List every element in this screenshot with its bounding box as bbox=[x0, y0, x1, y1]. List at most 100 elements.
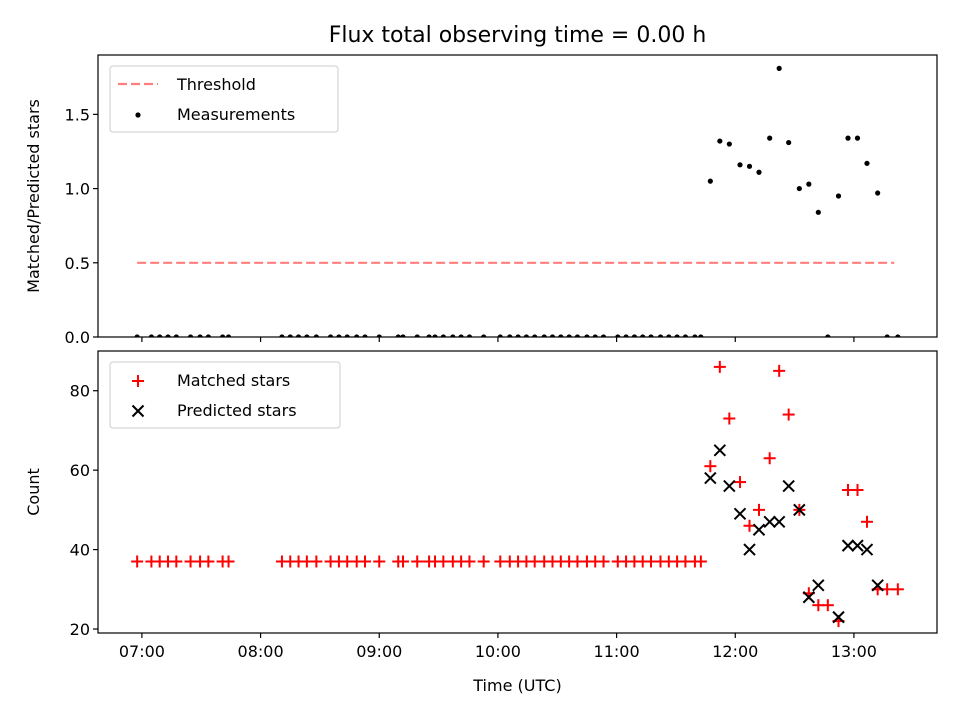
data-point bbox=[507, 334, 513, 337]
data-point bbox=[796, 185, 802, 192]
data-point-b bbox=[802, 591, 816, 604]
data-point bbox=[640, 334, 646, 337]
data-point bbox=[802, 591, 816, 604]
data-point bbox=[197, 334, 203, 337]
data-point bbox=[682, 334, 689, 337]
data-point bbox=[825, 334, 831, 337]
data-point-b bbox=[860, 543, 874, 556]
data-point bbox=[772, 515, 786, 528]
data-point bbox=[851, 484, 864, 497]
data-point bbox=[845, 135, 851, 141]
data-point bbox=[756, 169, 762, 175]
data-point bbox=[310, 555, 323, 568]
legend: Matched stars Predicted stars bbox=[109, 361, 341, 429]
data-point bbox=[694, 555, 707, 568]
data-point bbox=[466, 334, 473, 337]
data-point bbox=[752, 503, 765, 516]
data-point bbox=[891, 583, 904, 596]
data-point bbox=[362, 334, 368, 337]
data-point bbox=[733, 507, 747, 521]
data-point bbox=[279, 334, 285, 337]
data-point-b bbox=[752, 523, 766, 536]
data-point bbox=[220, 334, 226, 337]
legend-label-threshold: Threshold bbox=[176, 75, 256, 94]
x-tick-label: 07:00 bbox=[119, 642, 165, 661]
panel-2: 20 40 60 80 07:00 08:00 09:00 10:00 11:00 12:00 13… bbox=[24, 350, 938, 695]
data-point-b bbox=[772, 515, 786, 528]
data-point bbox=[815, 209, 821, 215]
data-point bbox=[692, 334, 698, 337]
y-tick-label: 1.5 bbox=[65, 105, 90, 124]
data-point bbox=[515, 334, 521, 337]
y-tick-label: 40 bbox=[70, 541, 90, 560]
axes-frame bbox=[97, 350, 938, 634]
data-point bbox=[763, 452, 776, 465]
data-point bbox=[776, 65, 782, 71]
data-point bbox=[131, 555, 144, 568]
data-point bbox=[187, 334, 194, 337]
data-point bbox=[806, 181, 812, 187]
data-point bbox=[726, 141, 732, 147]
x-tick-label: 13:00 bbox=[831, 642, 877, 661]
chart-title: Flux total observing time = 0.00 h bbox=[329, 23, 707, 48]
data-point bbox=[458, 334, 464, 337]
data-point bbox=[743, 543, 756, 556]
data-point-b bbox=[871, 579, 884, 592]
data-point bbox=[165, 334, 171, 337]
data-point bbox=[786, 139, 792, 146]
data-point bbox=[157, 334, 163, 337]
legend-label-measurements: Measurements bbox=[177, 105, 295, 124]
data-point bbox=[773, 364, 786, 377]
legend-label-matched-stars: Matched stars bbox=[177, 371, 290, 390]
data-point bbox=[134, 334, 140, 337]
data-point bbox=[835, 193, 842, 199]
data-point bbox=[763, 515, 776, 528]
data-point bbox=[400, 334, 406, 337]
data-point bbox=[574, 334, 581, 337]
data-point bbox=[841, 539, 855, 552]
legend-label-predicted-stars: Predicted stars bbox=[177, 401, 297, 420]
data-point bbox=[170, 555, 183, 568]
data-point bbox=[875, 190, 881, 196]
data-point-b bbox=[812, 579, 825, 592]
data-layer bbox=[134, 65, 901, 337]
legend-swatch-predicted-stars-b bbox=[131, 404, 145, 418]
x-axis-label: Time (UTC) bbox=[472, 676, 561, 695]
data-point bbox=[432, 334, 438, 337]
y-tick-label: 0.0 bbox=[65, 328, 90, 347]
data-point bbox=[295, 334, 302, 337]
series-matched-stars bbox=[131, 360, 904, 628]
y-tick-label: 0.5 bbox=[65, 254, 90, 273]
data-point bbox=[359, 555, 372, 568]
data-point bbox=[395, 334, 401, 337]
axes-frame bbox=[97, 54, 938, 338]
legend: Threshold Measurements bbox=[109, 65, 339, 133]
data-point bbox=[723, 412, 736, 425]
x-tick-label: 10:00 bbox=[475, 642, 521, 661]
data-point bbox=[623, 334, 629, 337]
y-axis-label: Matched/Predicted stars bbox=[24, 99, 43, 293]
data-point bbox=[327, 334, 334, 337]
legend-box bbox=[109, 65, 339, 133]
data-point-b bbox=[782, 479, 795, 493]
data-point bbox=[304, 334, 310, 337]
data-point bbox=[864, 160, 870, 166]
panel-1: 0.0 0.5 1.0 1.5 Flux total observing time = … bbox=[24, 23, 938, 347]
data-point bbox=[871, 579, 884, 592]
data-point-b bbox=[851, 539, 864, 552]
data-point bbox=[704, 460, 717, 473]
data-point-b bbox=[723, 479, 736, 493]
data-point bbox=[414, 334, 420, 337]
data-point bbox=[549, 334, 556, 337]
data-point bbox=[592, 334, 598, 337]
data-point bbox=[743, 519, 756, 532]
data-point bbox=[202, 555, 215, 568]
legend-swatch-measurements bbox=[135, 112, 141, 118]
data-point-b bbox=[763, 515, 776, 528]
x-tick-label: 12:00 bbox=[712, 642, 758, 661]
y-tick-label: 60 bbox=[70, 461, 90, 480]
data-point bbox=[666, 334, 672, 337]
x-tick-label: 11:00 bbox=[594, 642, 640, 661]
